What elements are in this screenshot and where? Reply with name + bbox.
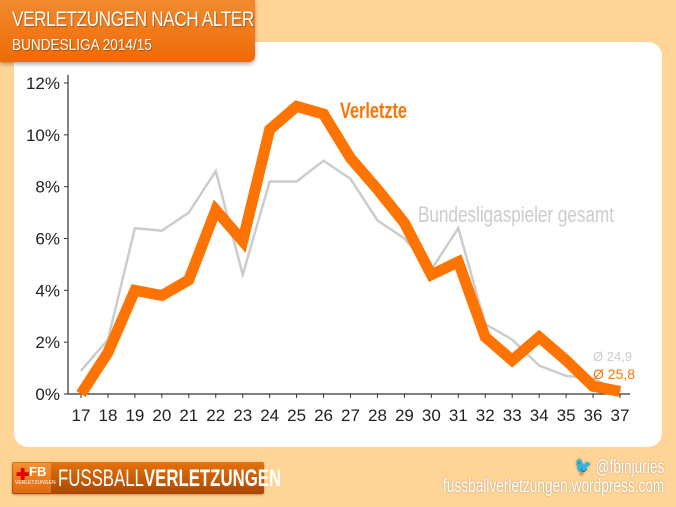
y-tick-label: 4%	[35, 281, 60, 300]
x-tick-label: 25	[287, 406, 306, 425]
data-point	[403, 238, 405, 239]
fussballverletzungen-logo: ✚ FB VERLETZUNGEN FUSSBALLVERLETZUNGEN	[12, 462, 281, 494]
data-point	[350, 178, 351, 180]
x-tick-label: 19	[125, 406, 144, 425]
data-point	[538, 364, 540, 366]
series-label-gesamt: Bundesligaspieler gesamt	[418, 202, 614, 227]
y-tick-label: 6%	[35, 230, 60, 249]
data-point	[430, 274, 432, 276]
chart-panel	[14, 42, 662, 447]
series-line-verletzte	[76, 100, 622, 397]
logo-text-bold: VERLETZUNGEN	[143, 465, 282, 492]
data-point	[296, 180, 298, 182]
x-tick-label: 32	[476, 406, 495, 425]
x-tick-label: 26	[314, 406, 333, 425]
x-tick-label: 20	[152, 406, 171, 425]
data-point	[107, 352, 109, 354]
data-point	[376, 219, 378, 221]
twitter-credit: 🐦 @fbinjuries	[575, 455, 664, 479]
x-tick-label: 18	[98, 406, 117, 425]
data-point	[511, 359, 513, 361]
y-tick-label: 0%	[35, 385, 60, 404]
title-box: VERLETZUNGEN NACH ALTER BUNDESLIGA 2014/…	[0, 0, 255, 62]
data-point	[484, 336, 486, 338]
y-tick-label: 8%	[35, 178, 60, 197]
x-tick-label: 21	[179, 406, 198, 425]
x-tick-label: 29	[395, 406, 414, 425]
x-tick-label: 36	[584, 406, 603, 425]
red-cross-icon: ✚	[16, 467, 30, 484]
x-tick-label: 23	[233, 406, 252, 425]
chart-title: VERLETZUNGEN NACH ALTER	[12, 8, 254, 31]
chart-subtitle: BUNDESLIGA 2014/15	[12, 37, 152, 54]
average-label-gesamt: Ø 24,9	[593, 349, 632, 364]
x-tick-label: 28	[368, 406, 387, 425]
website-url: fussballverletzungen.wordpress.com	[442, 476, 664, 497]
data-point	[323, 160, 325, 162]
data-point	[215, 209, 217, 211]
data-point	[188, 212, 190, 214]
x-tick-label: 24	[260, 406, 279, 425]
logo-sub: VERLETZUNGEN	[15, 480, 56, 486]
logo-fb: FB	[29, 464, 47, 479]
data-point	[242, 240, 244, 242]
data-point	[80, 393, 82, 395]
data-point	[592, 385, 594, 387]
x-tick-label: 30	[422, 406, 441, 425]
data-point	[511, 339, 513, 341]
data-point	[457, 227, 459, 229]
logo-text: FUSSBALLVERLETZUNGEN	[58, 465, 281, 493]
y-tick-label: 12%	[26, 74, 60, 93]
x-tick-label: 33	[503, 406, 522, 425]
data-point	[350, 157, 351, 159]
y-tick-label: 2%	[35, 333, 60, 352]
data-point	[269, 129, 271, 131]
data-point	[565, 375, 567, 377]
data-point	[619, 390, 621, 392]
twitter-bird-icon: 🐦	[574, 457, 592, 478]
twitter-handle: @fbinjuries	[595, 457, 664, 478]
data-point	[134, 227, 136, 229]
data-point	[403, 222, 405, 224]
data-point	[134, 289, 136, 291]
average-label-verletzte: Ø 25,8	[593, 366, 635, 382]
data-point	[538, 336, 540, 338]
logo-badge: ✚ FB VERLETZUNGEN	[13, 463, 56, 493]
x-tick-label: 34	[530, 406, 549, 425]
data-point	[215, 170, 217, 172]
data-point	[242, 274, 244, 276]
series-label-verletzte: Verletzte	[340, 98, 407, 123]
x-tick-label: 27	[341, 406, 360, 425]
data-point	[376, 188, 378, 190]
data-point	[161, 230, 163, 232]
x-tick-label: 35	[557, 406, 576, 425]
x-tick-label: 22	[206, 406, 225, 425]
y-tick-label: 10%	[26, 126, 60, 145]
x-tick-label: 31	[449, 406, 468, 425]
data-point	[565, 359, 567, 361]
series-line-gesamt	[80, 159, 621, 393]
logo-text-light: FUSSBALL	[58, 465, 144, 492]
x-tick-label: 37	[611, 406, 630, 425]
data-point	[188, 279, 190, 281]
x-tick-label: 17	[72, 406, 91, 425]
data-point	[80, 370, 82, 372]
data-point	[269, 180, 271, 182]
data-point	[323, 113, 325, 115]
data-point	[161, 295, 163, 297]
data-point	[296, 105, 298, 107]
data-point	[457, 261, 459, 263]
